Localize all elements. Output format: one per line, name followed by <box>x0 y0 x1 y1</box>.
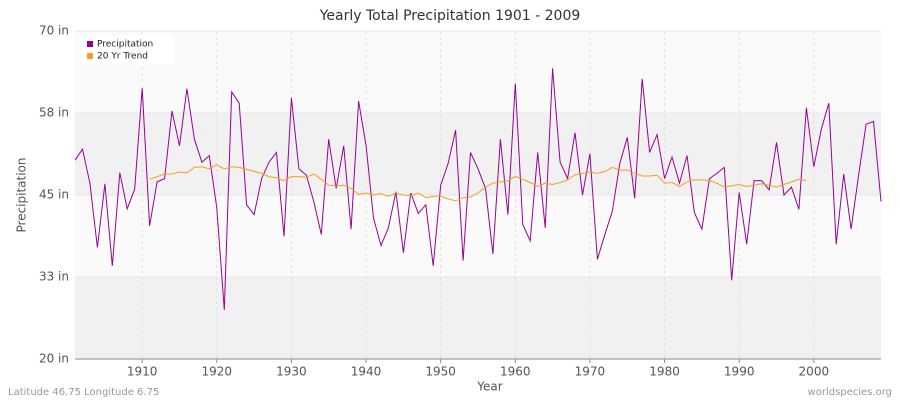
y-tick-label: 20 in <box>39 352 69 366</box>
x-tick-label: 1990 <box>724 365 755 379</box>
y-tick-label: 70 in <box>39 24 69 38</box>
x-tick-label: 1920 <box>202 365 233 379</box>
y-tick-label: 58 in <box>39 106 69 120</box>
grid-band <box>75 277 881 359</box>
x-tick-label: 1980 <box>649 365 680 379</box>
x-tick-label: 1940 <box>351 365 382 379</box>
series-line <box>74 68 882 310</box>
y-tick-label: 45 in <box>39 188 69 202</box>
footer-left: Latitude 46.75 Longitude 6.75 <box>8 387 159 398</box>
footer-right: worldspecies.org <box>808 387 892 398</box>
chart-title: Yearly Total Precipitation 1901 - 2009 <box>319 8 581 24</box>
x-tick-label: 1950 <box>425 365 456 379</box>
legend-swatch <box>87 41 93 47</box>
x-tick-label: 1960 <box>500 365 531 379</box>
legend-box <box>81 35 173 65</box>
x-tick-label: 1970 <box>575 365 606 379</box>
grid-band <box>75 195 881 277</box>
x-tick-label: 2000 <box>799 365 830 379</box>
y-tick-label: 33 in <box>39 270 69 284</box>
x-axis-label: Year <box>476 380 502 394</box>
grid-band <box>75 113 881 195</box>
series-line <box>149 164 807 202</box>
grid-band <box>75 31 881 113</box>
legend-label: 20 Yr Trend <box>97 52 148 62</box>
x-tick-label: 1930 <box>276 365 307 379</box>
x-tick-label: 1910 <box>127 365 158 379</box>
y-axis-label: Precipitation <box>15 157 29 232</box>
legend-label: Precipitation <box>97 40 153 50</box>
legend-swatch <box>87 53 93 59</box>
